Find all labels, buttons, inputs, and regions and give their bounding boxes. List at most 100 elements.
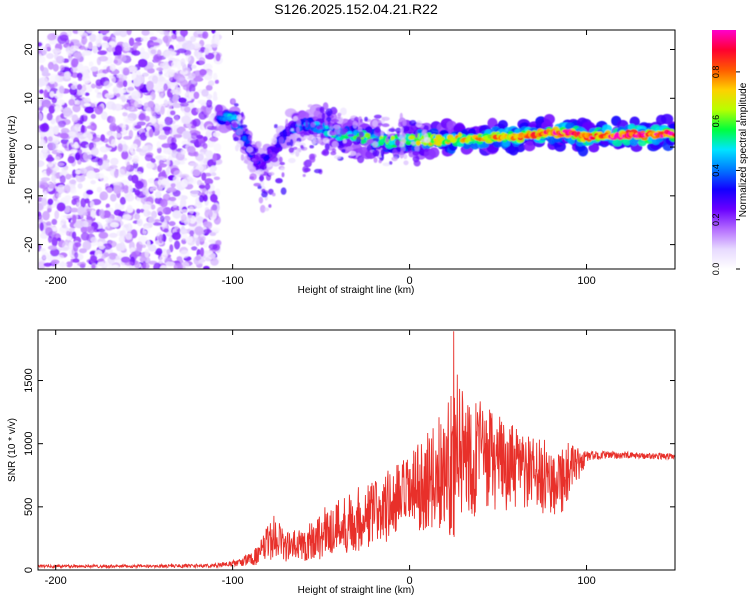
noise-blob xyxy=(179,77,185,82)
ridge-scatter-blob xyxy=(322,148,330,157)
x-tick-label: -100 xyxy=(222,575,244,587)
noise-blob xyxy=(49,91,55,98)
noise-blob xyxy=(78,45,86,50)
noise-blob xyxy=(84,92,90,96)
noise-blob xyxy=(162,126,172,132)
noise-blob xyxy=(180,198,187,207)
noise-blob xyxy=(38,99,42,108)
colorbar-ticks: 0.0 0.2 0.4 0.6 0.8 xyxy=(711,66,740,275)
ridge-blob xyxy=(493,140,503,148)
snr-frame xyxy=(37,329,676,571)
ridge-blob xyxy=(353,131,358,136)
noise-blob xyxy=(173,262,183,269)
ridge-scatter-blob xyxy=(423,125,429,131)
ridge-scatter-blob xyxy=(231,99,235,104)
ridge-scatter-blob xyxy=(270,137,277,145)
noise-blob xyxy=(77,148,83,156)
noise-blob xyxy=(114,55,120,59)
noise-blob xyxy=(82,240,92,251)
noise-blob xyxy=(72,242,79,252)
noise-blob xyxy=(169,124,180,129)
noise-blob xyxy=(58,85,65,94)
ridge-scatter-blob xyxy=(260,204,266,213)
x-tick-label: 0 xyxy=(407,575,413,587)
noise-blob xyxy=(42,210,50,221)
noise-blob xyxy=(189,230,195,236)
noise-blob xyxy=(189,84,196,94)
colorbar: 0.0 0.2 0.4 0.6 0.8 Normalized spectral ampl… xyxy=(711,30,749,275)
noise-blob xyxy=(180,213,187,222)
noise-blob xyxy=(153,262,162,269)
noise-blob xyxy=(130,229,138,239)
noise-blob xyxy=(54,105,64,112)
noise-blob xyxy=(110,157,119,166)
ridge-scatter-blob xyxy=(324,143,330,151)
noise-blob xyxy=(98,231,109,239)
noise-blob xyxy=(39,76,49,86)
noise-blob xyxy=(152,75,158,84)
noise-blob xyxy=(98,244,105,250)
noise-blob xyxy=(121,150,129,160)
noise-blob xyxy=(114,202,119,211)
noise-blob xyxy=(90,180,96,185)
noise-blob xyxy=(53,74,61,84)
ridge-blob xyxy=(543,114,555,125)
ridge-scatter-blob xyxy=(330,151,337,156)
noise-blob xyxy=(99,173,105,179)
ridge-blob xyxy=(590,136,596,141)
ridge-scatter-blob xyxy=(275,178,283,183)
ridge-scatter-blob xyxy=(400,146,406,152)
ridge-scatter-blob xyxy=(295,141,301,147)
noise-blob xyxy=(47,61,54,70)
ridge-scatter-blob xyxy=(292,146,298,150)
noise-blob xyxy=(77,262,87,267)
noise-blob xyxy=(104,36,113,42)
noise-blob xyxy=(47,142,53,151)
noise-blob xyxy=(181,238,187,245)
noise-blob xyxy=(116,93,121,98)
snr-x-ticks: -200 -100 0 100 xyxy=(45,330,596,587)
noise-blob xyxy=(171,203,178,208)
ridge-scatter-blob xyxy=(256,140,262,149)
noise-blob xyxy=(136,208,141,214)
noise-blob xyxy=(86,170,96,179)
noise-blob xyxy=(63,184,71,194)
noise-blob xyxy=(167,187,177,193)
ridge-scatter-blob xyxy=(377,122,383,126)
noise-blob xyxy=(38,53,42,59)
noise-blob xyxy=(125,117,134,124)
noise-blob xyxy=(180,229,188,234)
noise-blob xyxy=(136,121,146,126)
noise-blob xyxy=(68,131,76,137)
noise-blob xyxy=(179,174,189,179)
noise-blob xyxy=(110,76,116,84)
noise-blob xyxy=(94,249,103,259)
ridge-scatter-blob xyxy=(400,137,406,145)
noise-blob xyxy=(211,30,216,34)
noise-blob xyxy=(45,227,53,236)
noise-blob xyxy=(148,128,154,138)
ridge-scatter-blob xyxy=(303,135,310,139)
ridge-blob xyxy=(260,161,267,166)
noise-blob xyxy=(109,232,118,238)
noise-blob xyxy=(202,194,208,202)
ridge-scatter-blob xyxy=(280,187,287,195)
noise-blob xyxy=(97,261,105,266)
noise-blob xyxy=(213,72,218,81)
ridge-scatter-blob xyxy=(261,191,268,198)
noise-blob xyxy=(46,53,54,59)
noise-blob xyxy=(86,125,95,129)
ridge-scatter-blob xyxy=(346,146,354,151)
ridge-scatter-blob xyxy=(285,126,292,131)
noise-blob xyxy=(96,186,102,193)
noise-blob xyxy=(204,209,213,219)
noise-blob xyxy=(77,183,83,189)
ridge-scatter-blob xyxy=(334,127,341,135)
noise-blob xyxy=(193,77,204,82)
noise-blob xyxy=(186,146,196,154)
noise-blob xyxy=(138,113,146,120)
noise-blob xyxy=(175,36,186,42)
noise-blob xyxy=(140,47,145,55)
noise-blob xyxy=(163,251,168,256)
y-tick-label: 0 xyxy=(23,144,35,150)
